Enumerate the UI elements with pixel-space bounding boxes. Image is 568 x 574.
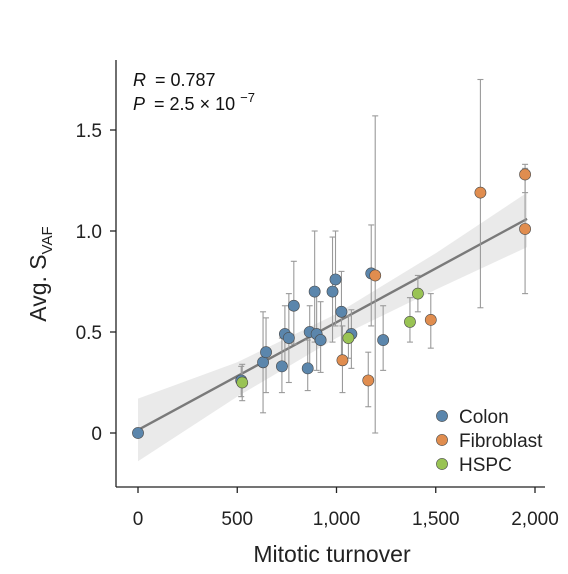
x-tick-label: 0 <box>133 509 144 530</box>
colon-point <box>276 360 288 373</box>
fibroblast-point <box>362 374 375 387</box>
colon-point <box>260 346 272 359</box>
y-tick-label: 1.5 <box>76 121 102 142</box>
colon-point <box>329 273 342 286</box>
colon-point <box>287 299 300 312</box>
fibroblast-legend-marker <box>436 434 448 446</box>
r-label: R <box>133 70 146 90</box>
colon-point <box>308 285 321 298</box>
colon-point <box>326 285 339 298</box>
y-tick-label: 0 <box>91 424 102 445</box>
data-points-layer <box>132 168 531 439</box>
fibroblast-point <box>424 313 437 326</box>
hspc-point <box>342 332 355 344</box>
colon-legend-marker <box>436 410 448 422</box>
fibroblast-legend-label: Fibroblast <box>459 431 543 452</box>
colon-point <box>132 427 144 439</box>
x-tick-label: 1,500 <box>412 509 460 530</box>
fibroblast-point <box>519 223 531 235</box>
fibroblast-point <box>474 186 487 199</box>
y-tick-label: 1.0 <box>76 222 102 243</box>
x-tick-label: 500 <box>221 509 253 530</box>
colon-point <box>335 305 348 318</box>
hspc-point <box>411 287 424 300</box>
hspc-point <box>236 376 249 389</box>
y-axis-title-subscript: VAF <box>39 226 56 254</box>
axes-layer: 0 500 1,000 1,500 2,000 0 0.5 1.0 1.5 <box>76 60 559 530</box>
colon-point <box>282 332 295 344</box>
y-axis-title: Avg. SVAF <box>25 226 56 321</box>
y-tick-label: 0.5 <box>76 323 102 344</box>
colon-point <box>377 334 390 346</box>
colon-point <box>314 334 327 346</box>
p-value: = 2.5 × 10 <box>154 94 235 114</box>
colon-point <box>301 362 314 375</box>
r-value: = 0.787 <box>155 70 216 90</box>
fibroblast-point <box>519 168 531 181</box>
y-axis-title-main: Avg. S <box>25 254 51 321</box>
legend: Colon Fibroblast HSPC <box>436 407 543 476</box>
svg-text:P = 2.5 × 10 −7: P = 2.5 × 10 −7 <box>133 90 255 114</box>
hspc-point <box>404 315 416 328</box>
p-label: P <box>133 94 145 114</box>
x-tick-label: 2,000 <box>511 509 559 530</box>
svg-text:R = 0.787: R = 0.787 <box>133 70 216 90</box>
p-exponent: −7 <box>240 90 255 105</box>
x-axis-title: Mitotic turnover <box>253 541 411 567</box>
fibroblast-point <box>336 354 349 367</box>
stats-annotation: R = 0.787 P = 2.5 × 10 −7 <box>133 70 255 114</box>
hspc-legend-marker <box>436 458 448 470</box>
hspc-legend-label: HSPC <box>459 455 512 476</box>
fibroblast-point <box>369 269 382 282</box>
colon-point <box>257 356 269 369</box>
x-tick-label: 1,000 <box>313 509 361 530</box>
colon-legend-label: Colon <box>459 407 509 428</box>
